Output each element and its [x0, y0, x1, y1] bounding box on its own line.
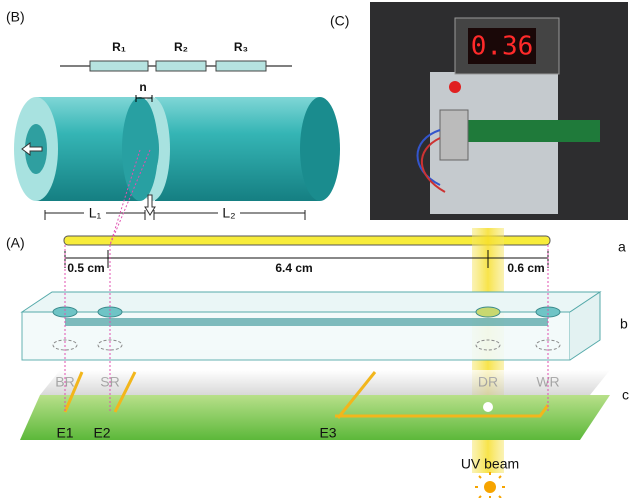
resistor-label: R₃	[234, 40, 248, 54]
row-label: b	[620, 316, 628, 332]
electrode-label: E3	[319, 425, 336, 441]
figure: (B) R₁ R₂ R₃ n L₁ L₂ (C) 0.36 (A) a 0.5 …	[0, 0, 630, 498]
length-label: L₁	[89, 205, 102, 221]
dimension-label: 0.6 cm	[507, 261, 544, 275]
length-label: L₂	[222, 205, 235, 221]
meter-display: 0.36	[471, 32, 534, 62]
panel-label: (B)	[6, 9, 25, 25]
row-label: c	[622, 387, 629, 403]
electrode-label: E1	[56, 425, 73, 441]
beam-label: UV beam	[461, 456, 519, 472]
resistor-label: R₁	[112, 40, 126, 54]
panel-label: (A)	[6, 235, 25, 251]
dimension-label: 0.5 cm	[67, 261, 104, 275]
gap-label: n	[139, 80, 146, 94]
row-label: a	[618, 239, 626, 255]
panel-label: (C)	[330, 13, 349, 29]
resistor-label: R₂	[174, 40, 188, 54]
dimension-label: 6.4 cm	[275, 261, 312, 275]
electrode-label: E2	[93, 425, 110, 441]
